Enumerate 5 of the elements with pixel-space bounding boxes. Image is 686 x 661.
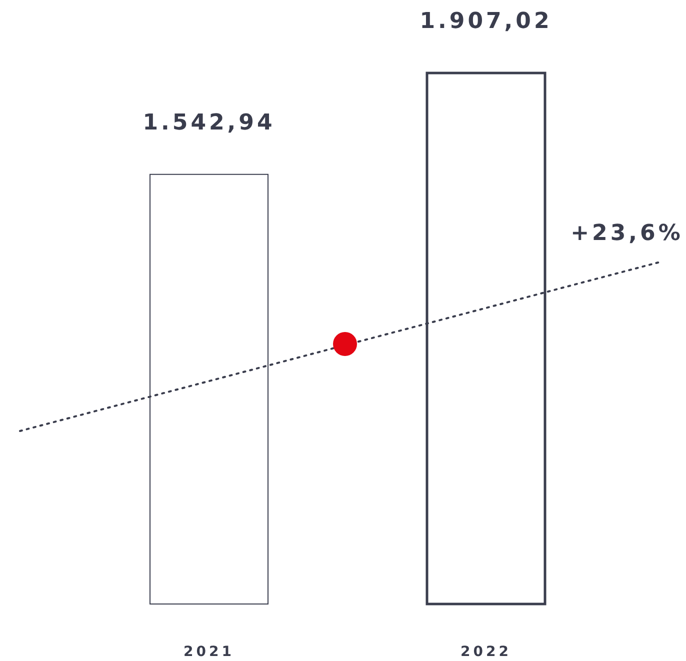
annotation: +23,6% bbox=[570, 221, 684, 246]
data-label: 1.907,02 bbox=[420, 9, 552, 34]
data-label: 1.542,94 bbox=[142, 110, 276, 136]
x-tick-label: 2021 bbox=[184, 644, 234, 660]
x-tick-label: 2022 bbox=[460, 644, 512, 660]
